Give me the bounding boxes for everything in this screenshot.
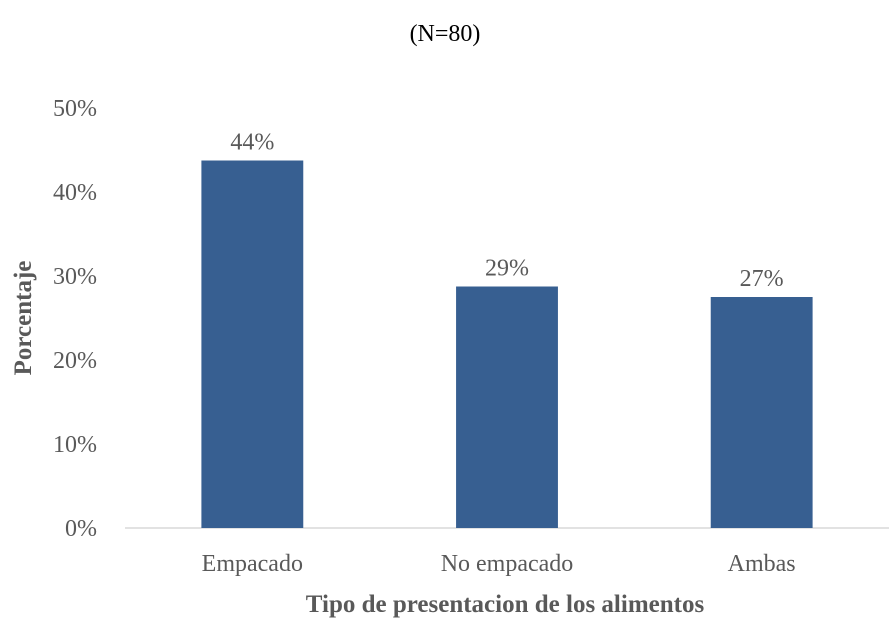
- y-tick-label: 50%: [53, 96, 97, 122]
- data-label: 29%: [485, 256, 529, 282]
- chart-title: (N=80): [410, 21, 481, 47]
- y-axis-title: Porcentaje: [10, 261, 37, 376]
- x-tick-label: Ambas: [728, 551, 796, 577]
- bar: [710, 297, 813, 528]
- x-axis-title: Tipo de presentacion de los alimentos: [306, 591, 705, 618]
- data-labels: 44% 29% 27%: [230, 130, 783, 293]
- bar: [201, 160, 304, 528]
- data-label: 44%: [230, 130, 274, 156]
- y-axis-ticks: 0% 10% 20% 30% 40% 50%: [53, 96, 97, 542]
- bar: [456, 286, 558, 528]
- y-tick-label: 20%: [53, 348, 97, 374]
- x-axis-ticks: Empacado No empacado Ambas: [202, 551, 796, 577]
- x-tick-label: Empacado: [202, 551, 303, 577]
- data-label: 27%: [740, 266, 784, 292]
- y-tick-label: 30%: [53, 264, 97, 290]
- y-tick-label: 10%: [53, 432, 97, 458]
- bars: [201, 160, 813, 528]
- y-tick-label: 40%: [53, 180, 97, 206]
- y-tick-label: 0%: [65, 516, 97, 542]
- x-tick-label: No empacado: [441, 551, 574, 577]
